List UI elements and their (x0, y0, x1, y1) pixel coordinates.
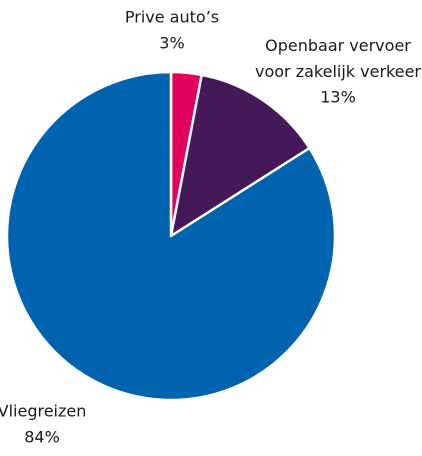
pie-slice (169, 73, 311, 238)
slice-label: Prive auto’s (125, 8, 219, 27)
pie-slice (5, 70, 337, 402)
slice-label: Openbaar vervoer voor zakelijk verkeer (255, 36, 421, 81)
slice-label: Vliegreizen (0, 402, 86, 421)
slice-value-label: 3% (159, 34, 184, 53)
label-line: voor zakelijk verkeer (255, 62, 421, 81)
label-line: Openbaar vervoer (265, 36, 411, 55)
slice-value-label: 13% (320, 88, 356, 107)
slice-value-label: 84% (24, 428, 60, 447)
